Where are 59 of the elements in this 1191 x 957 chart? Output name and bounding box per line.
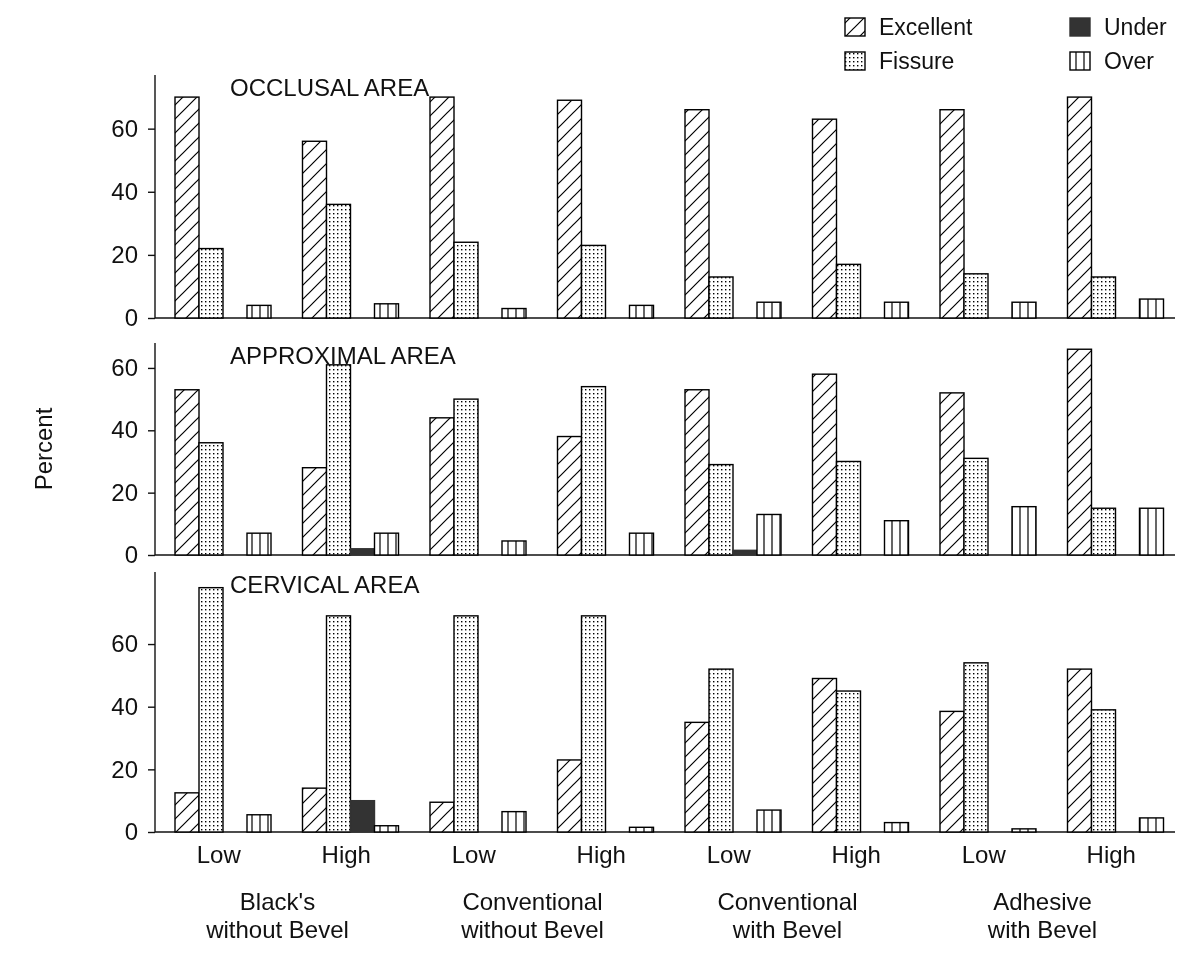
bar [883,520,910,556]
bar [501,810,527,833]
bar [349,548,376,556]
y-tick-label: 20 [111,478,138,506]
x-tick-label: High [831,841,881,869]
y-tick-label: 20 [111,241,138,269]
bar [373,303,400,319]
y-tick-label: 0 [124,304,138,332]
bar [349,799,376,833]
y-tick-label: 40 [111,692,138,720]
text: Conventional without Bevel [460,888,604,943]
bar [883,301,910,319]
chart-title: APPROXIMAL AREA [230,342,456,370]
y-tick-label: 40 [111,416,138,444]
bar [628,304,655,319]
bar [756,809,782,833]
legend-label: Excellent [879,14,973,40]
bar [883,821,910,833]
bar [756,513,782,556]
bar [628,826,655,833]
x-tick-label: Low [961,841,1007,869]
y-tick-label: 20 [111,755,138,783]
bar [501,307,527,319]
bar [756,301,782,319]
bar [373,825,400,833]
bar [628,532,655,556]
y-tick-label: 60 [111,630,138,658]
bar [1011,505,1037,556]
legend-label: Over [1104,48,1155,74]
y-tick-label: 0 [124,818,138,846]
y-tick-label: 40 [111,177,138,205]
chart-title: CERVICAL AREA [230,571,420,599]
bar [1138,298,1165,319]
x-tick-label: Low [706,841,752,869]
bar [1011,301,1037,319]
text: Adhesive with Bevel [986,888,1098,943]
x-tick-label: Low [196,841,242,869]
bar [246,532,272,556]
x-tick-label: High [1086,841,1136,869]
x-tick-label: High [576,841,626,869]
x-tick-label: High [321,841,371,869]
y-tick-label: 60 [111,114,138,142]
chart-title: OCCLUSAL AREA [230,74,430,102]
x-tick-label: Low [451,841,497,869]
bar [373,532,400,556]
bar [1011,828,1037,833]
y-tick-label: 0 [124,541,138,569]
bar [732,549,758,556]
text: Black's without Bevel [205,888,349,943]
bar [501,540,527,556]
bar [1138,817,1165,833]
text: Conventional with Bevel [717,888,858,943]
legend-label: Fissure [879,48,955,74]
bar [246,814,272,833]
y-tick-label: 60 [111,354,138,382]
legend-label: Under [1104,14,1167,40]
bar [246,304,272,319]
bar [1138,507,1165,556]
y-axis-title: Percent [30,407,57,491]
